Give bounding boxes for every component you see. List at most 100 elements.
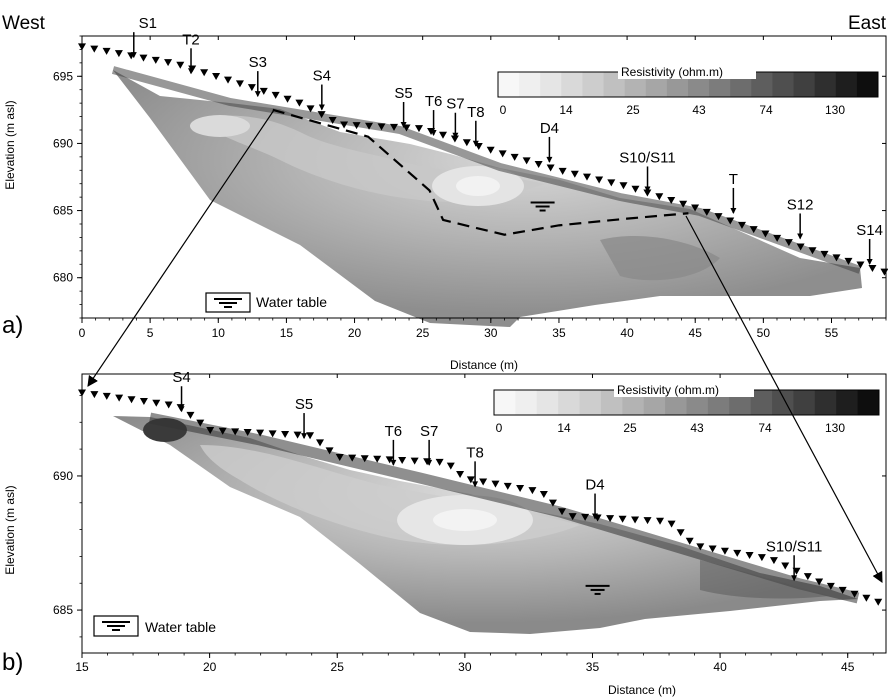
b-topo-triangle: [78, 389, 86, 397]
b-topo-triangle: [398, 457, 407, 465]
a-colorbar-swatch: [814, 72, 837, 97]
b-topo-triangle: [306, 432, 315, 440]
a-topo-triangle: [486, 146, 495, 154]
b-topo-triangle: [115, 394, 124, 402]
b-marker-label: D4: [585, 477, 604, 494]
a-topo-triangle: [631, 185, 640, 193]
a-topo-triangle: [450, 135, 459, 143]
a-topo-triangle: [259, 87, 268, 95]
b-colorbar-swatch: [536, 390, 559, 415]
a-marker-label: S1: [139, 15, 157, 32]
b-topo-triangle: [643, 517, 652, 525]
b-marker-label: S10/S11: [766, 538, 822, 555]
a-topo-triangle: [306, 105, 315, 113]
a-colorbar-swatch: [540, 72, 562, 97]
panel-b-topography-markers: [78, 389, 883, 606]
a-marker-arrowhead: [400, 122, 407, 128]
panel-a-x-ticks: 0 5 10 15 20 25 30 35 40 45 50 55: [79, 36, 887, 340]
a-xtick-label: 45: [689, 326, 703, 340]
a-topo-triangle: [832, 254, 841, 262]
b-ytick-label: 685: [53, 603, 73, 617]
a-topo-triangle: [868, 265, 877, 273]
panel-a-colorbar-title: Resistivity (ohm.m): [621, 65, 723, 79]
b-ytick-label: 690: [53, 469, 73, 483]
a-marker-label: S14: [856, 222, 883, 239]
panel-b-colorbar-title: Resistivity (ohm.m): [617, 383, 719, 397]
b-colorbar-swatch: [857, 390, 880, 415]
panel-b-cb-tick-1: 14: [557, 421, 571, 435]
a-marker-label: T: [729, 171, 738, 188]
b-colorbar-swatch: [793, 390, 816, 415]
a-marker-arrowhead: [546, 156, 553, 163]
panel-a-legend-label: Water table: [256, 294, 327, 310]
b-topo-triangle: [631, 516, 640, 524]
a-marker-label: T8: [467, 104, 485, 121]
a-topo-triangle: [558, 167, 567, 175]
b-topo-triangle: [581, 513, 590, 521]
panel-a-cb-tick-3: 43: [692, 103, 706, 117]
b-xtick-label: 20: [203, 660, 217, 674]
a-topo-triangle: [114, 50, 123, 58]
zoom-arrow-right: [685, 215, 883, 583]
a-marker-arrowhead: [730, 207, 737, 214]
a-xtick-label: 25: [416, 326, 430, 340]
a-topo-triangle: [224, 76, 233, 84]
b-topo-triangle: [164, 401, 173, 409]
b-topo-triangle: [516, 484, 525, 492]
panel-a-cb-tick-1: 14: [559, 103, 573, 117]
b-topo-triangle: [874, 598, 883, 606]
panel-b-x-ticks: 15 20 25 30 35 40 45: [75, 374, 874, 674]
a-topo-triangle: [164, 59, 173, 67]
a-marker-label: S4: [313, 68, 331, 85]
b-xtick-label: 35: [586, 660, 600, 674]
b-topo-triangle: [696, 543, 705, 551]
b-topo-triangle: [410, 457, 419, 465]
b-topo-triangle: [231, 428, 240, 436]
panel-b-frame: [81, 373, 887, 654]
a-marker-arrowhead: [797, 233, 804, 240]
a-topo-triangle: [176, 61, 185, 69]
a-topo-triangle: [340, 121, 349, 129]
a-xtick-label: 55: [825, 326, 839, 340]
b-marker-label: S5: [295, 396, 313, 413]
a-xtick-label: 35: [552, 326, 566, 340]
b-topo-triangle: [385, 456, 394, 464]
b-topo-triangle: [656, 517, 665, 525]
a-topo-triangle: [247, 84, 256, 92]
a-topo-triangle: [534, 160, 543, 168]
a-marker-arrowhead: [130, 52, 137, 59]
b-colorbar-swatch: [515, 390, 538, 415]
a-topo-triangle: [510, 153, 519, 161]
a-colorbar-swatch: [519, 72, 541, 97]
b-colorbar-swatch: [494, 390, 516, 415]
b-topo-triangle: [781, 562, 790, 570]
a-xtick-label: 20: [348, 326, 362, 340]
panel-b-cb-tick-5: 130: [825, 421, 845, 435]
a-topo-triangle: [619, 182, 628, 190]
b-topo-triangle: [862, 594, 871, 602]
b-topo-triangle: [745, 552, 754, 560]
panel-a-ylabel: Elevation (m asl): [3, 100, 17, 189]
a-topo-triangle: [691, 204, 700, 212]
a-topo-triangle: [212, 72, 221, 80]
a-xtick-label: 40: [620, 326, 634, 340]
panel-a-cb-tick-4: 74: [759, 103, 773, 117]
a-colorbar-swatch: [772, 72, 795, 97]
b-marker-arrowhead: [592, 513, 599, 520]
b-topo-triangle: [479, 478, 488, 486]
b-marker-arrowhead: [390, 459, 397, 466]
a-topo-triangle: [462, 139, 471, 147]
b-topo-triangle: [826, 582, 835, 590]
b-colorbar-swatch: [772, 390, 794, 415]
panel-a-topography-markers: [78, 43, 888, 276]
a-topo-triangle: [317, 111, 326, 119]
b-topo-triangle: [618, 515, 627, 523]
panel-a-water-table-line: [272, 108, 689, 236]
panel-b-cb-tick-4: 74: [758, 421, 772, 435]
a-marker-arrowhead: [472, 140, 479, 147]
b-topo-triangle: [373, 455, 382, 463]
panel-b-xlabel: Distance (m): [608, 683, 676, 697]
a-topo-triangle: [570, 170, 579, 178]
a-topo-triangle: [714, 213, 723, 221]
